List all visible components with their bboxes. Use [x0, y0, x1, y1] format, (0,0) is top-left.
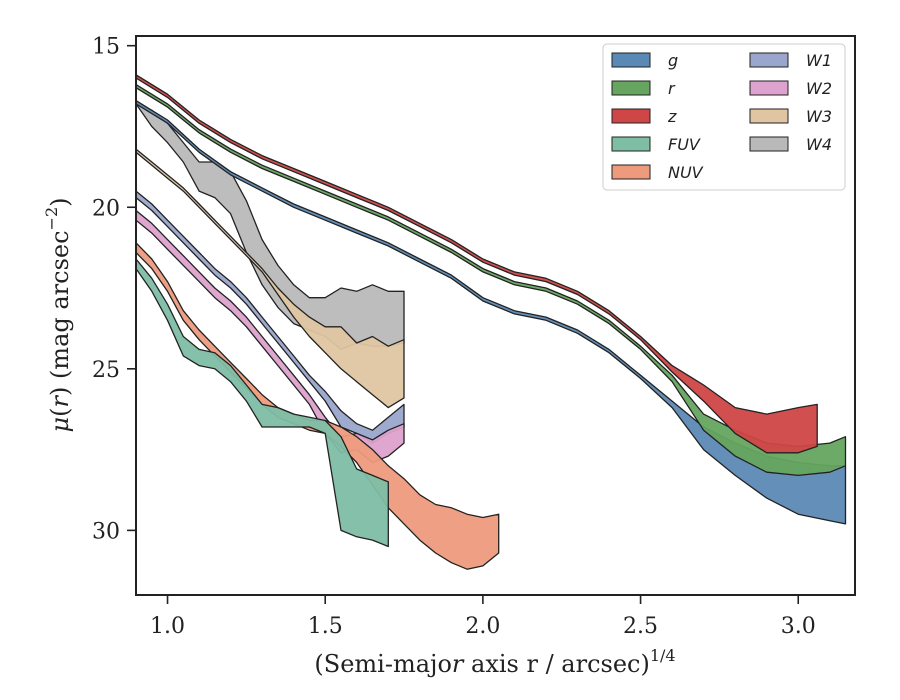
- band-g: [136, 99, 847, 525]
- legend-swatch-r: [611, 80, 651, 96]
- y-axis: 15 20 25 30: [92, 35, 136, 544]
- legend-swatch-g: [611, 52, 651, 68]
- plot-frame: [135, 35, 856, 596]
- x-tick-label: 2.0: [465, 614, 500, 639]
- legend-label-nuv: NUV: [668, 163, 704, 182]
- x-tick-label: 3.0: [781, 614, 816, 639]
- legend-swatch-w2: [749, 80, 789, 96]
- y-tick-label: 15: [92, 35, 120, 60]
- band-w3: [136, 148, 405, 409]
- legend: grz FUV NUV W1 W2 W3 W4: [602, 43, 846, 191]
- legend-label-r: r: [668, 79, 676, 98]
- legend-label-g: g: [668, 51, 678, 70]
- y-axis-title: μ(r) (mag arcsec−2): [42, 197, 74, 432]
- band-w4: [136, 103, 405, 351]
- legend-label-z: z: [667, 107, 677, 126]
- legend-swatch-z: [611, 108, 651, 124]
- legend-swatch-fuv: [611, 136, 651, 152]
- x-axis-title: (Semi-major axis r / arcsec)1/4: [314, 646, 675, 678]
- band-fuv: [136, 258, 389, 548]
- legend-label-w2: W2: [806, 79, 832, 98]
- y-tick-label: 20: [92, 196, 120, 221]
- legend-swatch-w1: [749, 52, 789, 68]
- x-axis: 1.0 1.5 2.0 2.5 3.0: [150, 595, 816, 639]
- legend-label-w3: W3: [806, 107, 832, 126]
- y-tick-label: 30: [92, 519, 120, 544]
- legend-swatch-nuv: [611, 164, 651, 180]
- profile-bands: [136, 74, 847, 570]
- band-w2: [136, 209, 405, 464]
- x-tick-label: 1.5: [308, 614, 343, 639]
- band-z: [136, 74, 818, 454]
- legend-swatch-w4: [749, 136, 789, 152]
- x-tick-label: 2.5: [623, 614, 658, 639]
- y-tick-label: 25: [92, 358, 120, 383]
- legend-label-w4: W4: [806, 135, 832, 154]
- legend-swatch-w3: [749, 108, 789, 124]
- legend-label-w1: W1: [806, 51, 832, 70]
- band-r: [136, 83, 847, 477]
- legend-label-fuv: FUV: [668, 135, 701, 154]
- x-tick-label: 1.0: [150, 614, 185, 639]
